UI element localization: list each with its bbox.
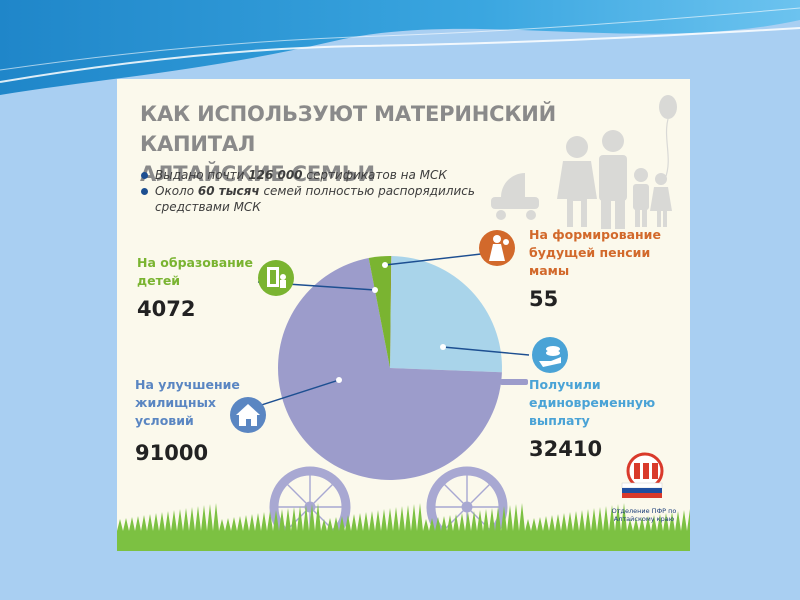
pie-chart [278, 255, 503, 480]
logo-caption: Отделение ПФР по Алтайскому краю [611, 507, 677, 523]
family-icon [557, 130, 672, 229]
stroller-handle [500, 379, 528, 385]
label-pension: На формирование будущей пенсии мамы [529, 227, 661, 278]
pie-slice-payment [390, 256, 503, 373]
value-education: 4072 [137, 297, 196, 321]
value-pension: 55 [529, 287, 559, 311]
poster-title: КАК ИСПОЛЬЗУЮТ МАТЕРИНСКИЙ КАПИТАЛ АЛТАЙ… [140, 99, 660, 189]
value-payment: 32410 [529, 437, 603, 461]
stroller-icon [491, 173, 539, 220]
infographic-poster: КАК ИСПОЛЬЗУЮТ МАТЕРИНСКИЙ КАПИТАЛ АЛТАЙ… [117, 79, 690, 551]
poster-title-line-1: КАК ИСПОЛЬЗУЮТ МАТЕРИНСКИЙ КАПИТАЛ [140, 102, 557, 156]
balloon-icon [659, 95, 677, 180]
bullet-dot [141, 188, 148, 195]
pie-slice-education [368, 255, 392, 368]
label-housing: На улучшение жилищных условий [135, 377, 240, 428]
mother-icon [479, 230, 515, 266]
facts-list: Выдано почти 126 000 сертификатов на МСК… [141, 167, 501, 215]
label-payment: Получили единовременную выплату [529, 377, 656, 428]
fact-certificates: Выдано почти 126 000 сертификатов на МСК [141, 167, 501, 183]
pie-slice-housing [278, 258, 502, 480]
value-housing: 91000 [135, 441, 209, 465]
grass-decoration [117, 503, 690, 551]
leader-lines [248, 253, 530, 410]
slide-wave-decoration [0, 0, 800, 95]
fact-families: Около 60 тысяч семей полностью распоряди… [141, 183, 501, 215]
house-icon [230, 397, 266, 433]
education-icon [258, 260, 294, 296]
bullet-dot [141, 172, 148, 179]
poster-graphics [117, 95, 690, 551]
pfr-logo [621, 452, 664, 498]
label-education: На образование детей [137, 255, 254, 288]
money-hand-icon [532, 337, 568, 373]
poster-title-line-2: АЛТАЙСКИЕ СЕМЬИ [140, 162, 375, 186]
